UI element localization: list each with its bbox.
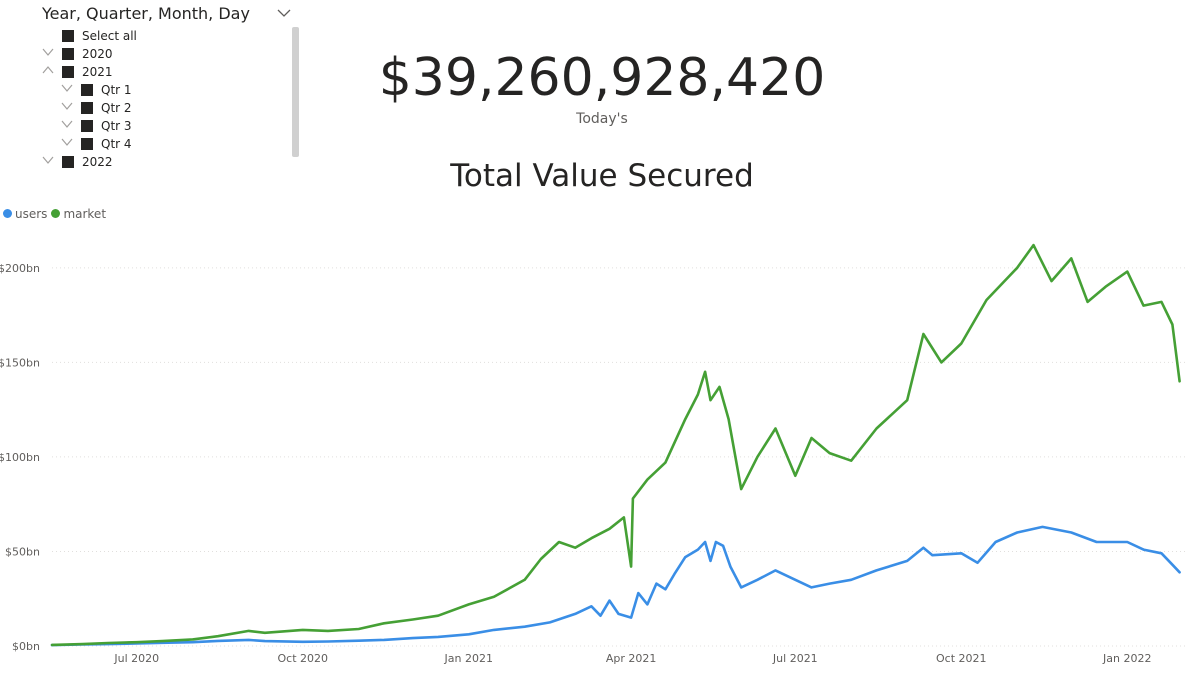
- slicer-scrollbar[interactable]: [292, 27, 299, 157]
- chevron-down-icon[interactable]: [277, 8, 291, 18]
- y-tick-label: $0bn: [12, 640, 40, 653]
- slicer-item-label: Qtr 4: [101, 137, 132, 151]
- legend-label: users: [15, 207, 48, 221]
- checkbox[interactable]: [62, 48, 74, 60]
- slicer-list: Select all 2020 2021 Qtr 1 Qtr 2 Qtr 3 Qtr 4 20…: [0, 27, 290, 169]
- slicer-item[interactable]: 2020: [0, 45, 285, 63]
- checkbox[interactable]: [81, 120, 93, 132]
- kpi-label: Today's: [576, 111, 628, 127]
- slicer-item-label: 2021: [82, 65, 113, 79]
- y-tick-label: $200bn: [0, 262, 40, 275]
- chevron-down-icon[interactable]: [61, 102, 73, 110]
- checkbox[interactable]: [81, 138, 93, 150]
- slicer-item-label: Qtr 1: [101, 83, 132, 97]
- slicer-header[interactable]: Year, Quarter, Month, Day: [42, 4, 298, 26]
- x-tick-label: Jan 2021: [444, 652, 493, 665]
- slicer-title: Year, Quarter, Month, Day: [42, 4, 250, 23]
- chart-legend: users market: [3, 207, 110, 223]
- chevron-down-icon[interactable]: [61, 84, 73, 92]
- slicer-item[interactable]: 2021: [0, 63, 285, 81]
- x-tick-label: Oct 2020: [278, 652, 329, 665]
- slicer-item[interactable]: Qtr 2: [0, 99, 285, 117]
- slicer-item-label: Qtr 3: [101, 119, 132, 133]
- checkbox[interactable]: [62, 30, 74, 42]
- series-line-market[interactable]: [50, 243, 1181, 647]
- slicer-item[interactable]: Qtr 1: [0, 81, 285, 99]
- checkbox[interactable]: [81, 84, 93, 96]
- chart-title: Total Value Secured: [450, 158, 754, 194]
- legend-item[interactable]: users: [3, 207, 47, 221]
- x-tick-label: Jan 2022: [1102, 652, 1151, 665]
- checkbox[interactable]: [62, 156, 74, 168]
- y-tick-label: $50bn: [5, 545, 40, 558]
- series-line-users[interactable]: [50, 525, 1181, 647]
- legend-dot: [51, 209, 61, 218]
- slicer-item[interactable]: Qtr 4: [0, 135, 285, 153]
- chevron-down-icon[interactable]: [42, 48, 54, 56]
- checkbox[interactable]: [81, 102, 93, 114]
- chevron-down-icon[interactable]: [42, 156, 54, 164]
- x-tick-label: Apr 2021: [606, 652, 657, 665]
- slicer-item[interactable]: 2022: [0, 153, 285, 171]
- chevron-up-icon[interactable]: [42, 66, 54, 74]
- x-tick-label: Jul 2021: [772, 652, 818, 665]
- slicer-item-label: Qtr 2: [101, 101, 132, 115]
- legend-label: market: [63, 207, 107, 221]
- date-hierarchy-slicer: Year, Quarter, Month, Day Select all 2020…: [0, 0, 300, 170]
- x-tick-label: Oct 2021: [936, 652, 987, 665]
- line-chart: $0bn $50bn $100bn $150bn $200bn Jul 2020 Oct 2…: [0, 243, 1185, 665]
- x-tick-label: Jul 2020: [113, 652, 159, 665]
- slicer-item[interactable]: Select all: [0, 27, 285, 45]
- chevron-down-icon[interactable]: [61, 138, 73, 146]
- legend-item[interactable]: market: [51, 207, 106, 221]
- y-tick-label: $100bn: [0, 451, 40, 464]
- chevron-down-icon[interactable]: [61, 120, 73, 128]
- slicer-item-label: Select all: [82, 29, 137, 43]
- kpi-value: $39,260,928,420: [378, 48, 826, 108]
- slicer-item-label: 2020: [82, 47, 113, 61]
- legend-dot: [3, 209, 12, 218]
- slicer-item[interactable]: Qtr 3: [0, 117, 285, 135]
- y-tick-label: $150bn: [0, 356, 40, 369]
- checkbox[interactable]: [62, 66, 74, 78]
- slicer-item-label: 2022: [82, 155, 113, 169]
